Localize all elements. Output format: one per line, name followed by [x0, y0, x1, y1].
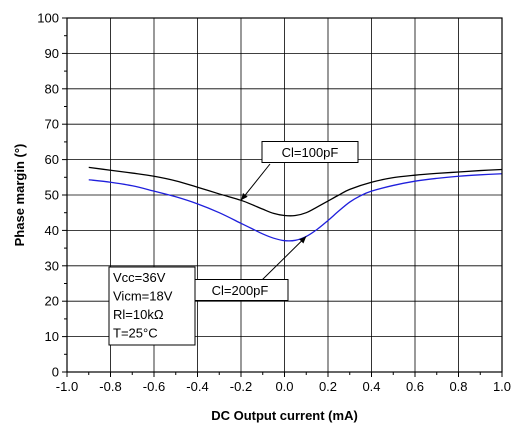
x-tick-label: 0.0	[275, 379, 293, 394]
annotation-label: Cl=100pF	[282, 145, 339, 160]
x-tick-label: -0.2	[230, 379, 252, 394]
condition-temp: T=25°C	[113, 326, 158, 341]
y-tick-label: 0	[52, 365, 59, 380]
annotation-box	[261, 141, 359, 163]
x-axis-label: DC Output current (mA)	[211, 408, 358, 423]
y-tick-label: 10	[45, 329, 59, 344]
y-axis-label: Phase margin (°)	[12, 144, 27, 247]
y-tick-label: 70	[45, 117, 59, 132]
y-tick-label: 80	[45, 81, 59, 96]
series-line-cl-200pf	[88, 173, 503, 242]
annotations: Cl=100pF Cl=200pF	[191, 141, 359, 301]
x-tick-label: 0.2	[319, 379, 337, 394]
y-tick-labels: 0 10 20 30 40 50 60 70 80 90 100	[37, 11, 59, 380]
annotation-arrowhead	[241, 193, 248, 201]
y-tick-label: 60	[45, 152, 59, 167]
annotation-label: Cl=200pF	[212, 283, 269, 298]
curves	[88, 166, 503, 242]
y-tick-label: 90	[45, 46, 59, 61]
x-tick-label: -0.6	[143, 379, 165, 394]
x-tick-labels: -1.0 -0.8 -0.6 -0.4 -0.2 0.0 0.2 0.4 0.6 0.8 1.0	[56, 379, 511, 394]
y-tick-label: 20	[45, 294, 59, 309]
x-tick-label: 0.4	[362, 379, 380, 394]
y-tick-label: 100	[37, 11, 59, 26]
y-tick-label: 40	[45, 223, 59, 238]
series-line-cl-100pf	[88, 166, 503, 217]
conditions-box: Vcc=36V Vicm=18V Rl=10kΩ T=25°C	[108, 266, 196, 346]
condition-vicm: Vicm=18V	[113, 289, 173, 304]
x-tick-label: 1.0	[493, 379, 511, 394]
x-tick-label: 0.8	[449, 379, 467, 394]
condition-vcc: Vcc=36V	[113, 270, 166, 285]
x-tick-label: -0.8	[99, 379, 121, 394]
condition-rl: Rl=10kΩ	[113, 307, 164, 322]
y-tick-label: 30	[45, 258, 59, 273]
x-tick-label: 0.6	[406, 379, 424, 394]
x-tick-label: -0.4	[186, 379, 208, 394]
annotation-arrow	[240, 163, 271, 201]
annotation-arrowhead	[299, 236, 307, 244]
annotation-arrow	[261, 236, 307, 281]
y-tick-label: 50	[45, 188, 59, 203]
x-tick-label: -1.0	[56, 379, 78, 394]
plot-frame	[66, 17, 503, 373]
conditions-box-frame	[108, 266, 196, 346]
